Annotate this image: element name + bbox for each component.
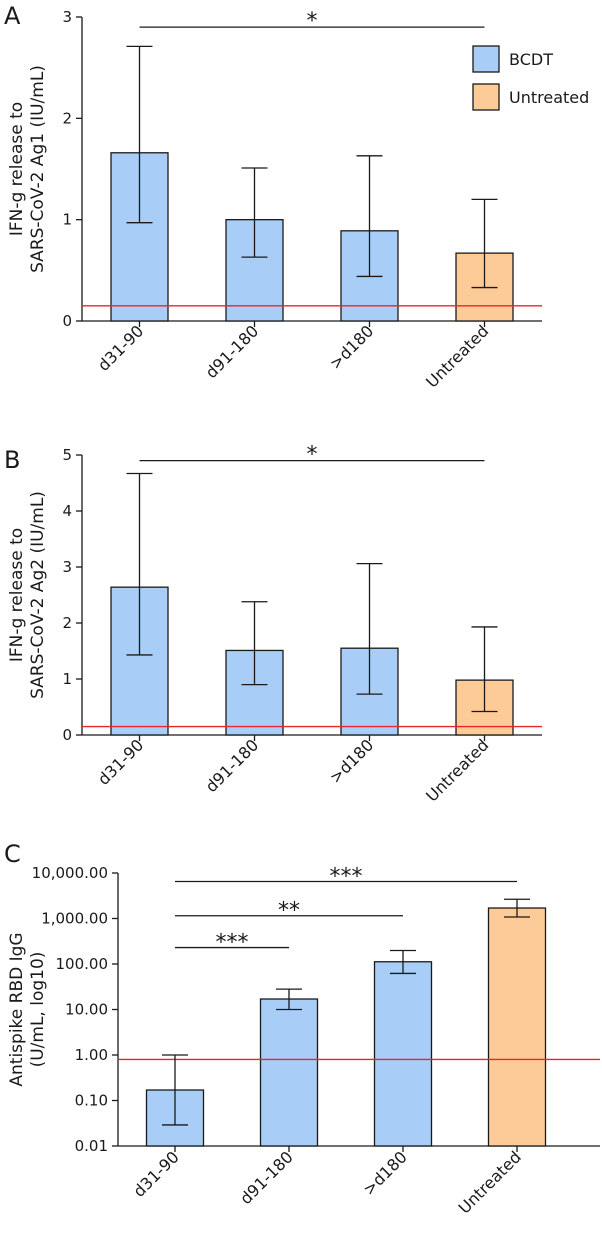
legend-swatch-bcdt: [472, 45, 500, 73]
panel-letter-a: A: [4, 2, 21, 30]
y-tick-label: 3: [62, 558, 72, 576]
y-tick-label: 100.00: [56, 955, 109, 973]
y-tick-label: 0: [62, 726, 72, 744]
y-tick-label: 0: [62, 312, 72, 330]
panel-c-chart: 0.01 0.10 1.00 10.00 100.00 1,000.00 10,000.00…: [7, 864, 600, 1218]
category-label: >d180: [359, 1147, 411, 1199]
y-tick-label: 1: [62, 670, 72, 688]
y-axis-label: Antispike RBD IgG(U/mL, log10): [7, 932, 48, 1086]
category-label: Untreated: [455, 1147, 525, 1217]
panel-a-chart: 0 1 2 3 IFN-g release toSARS-CoV-2 Ag1 (IU/m…: [7, 8, 589, 392]
significance-label: *: [307, 443, 318, 468]
y-axis-label-line: (U/mL, log10): [28, 952, 48, 1068]
legend-swatch-untreated: [472, 83, 500, 111]
category-label: >d180: [326, 735, 378, 787]
y-axis-label: IFN-g release toSARS-CoV-2 Ag2 (IU/mL): [7, 491, 48, 699]
panel-letter-b: B: [4, 446, 20, 474]
bar-untreated: [487, 907, 547, 1147]
y-tick-label: 10.00: [65, 1001, 108, 1019]
y-tick-label: 10,000.00: [32, 864, 108, 882]
y-tick-label: 1,000.00: [41, 910, 108, 928]
category-label: d91-180: [236, 1147, 297, 1208]
category-label: Untreated: [422, 735, 492, 805]
y-axis-label-line: IFN-g release to: [7, 528, 27, 662]
category-label: Untreated: [422, 321, 492, 391]
y-tick-label: 0.01: [75, 1137, 108, 1155]
y-tick-label: 2: [62, 614, 72, 632]
y-tick-label: 5: [62, 446, 72, 464]
y-axis-label-line: IFN-g release to: [7, 102, 27, 236]
y-tick-label: 4: [62, 502, 72, 520]
significance-label: *: [307, 9, 318, 34]
category-label: >d180: [326, 321, 378, 373]
legend-label-bcdt: BCDT: [509, 50, 553, 69]
category-label: d31-90: [94, 735, 147, 788]
bar--d180: [373, 961, 433, 1147]
y-tick-label: 2: [62, 109, 72, 127]
significance-label: ***: [330, 865, 363, 890]
y-axis-label-line: SARS-CoV-2 Ag2 (IU/mL): [28, 491, 48, 699]
y-tick-label: 3: [62, 8, 72, 26]
significance-label: ***: [216, 931, 249, 956]
category-label: d91-180: [202, 735, 263, 796]
y-axis-label-line: Antispike RBD IgG: [7, 932, 27, 1086]
panel-b-chart: 0 1 2 3 4 5 IFN-g release toSARS-CoV-2 Ag2 (IU…: [7, 443, 542, 806]
y-tick-label: 1.00: [75, 1046, 108, 1064]
y-axis-label: IFN-g release toSARS-CoV-2 Ag1 (IU/mL): [7, 65, 48, 273]
panel-letter-c: C: [4, 840, 21, 868]
bar-d91-180: [259, 998, 319, 1147]
y-tick-label: 0.10: [75, 1092, 108, 1110]
category-label: d31-90: [94, 321, 147, 374]
y-tick-label: 1: [62, 211, 72, 229]
category-label: d91-180: [202, 321, 263, 382]
category-label: d31-90: [129, 1147, 182, 1200]
significance-label: **: [278, 899, 300, 924]
y-axis-label-line: SARS-CoV-2 Ag1 (IU/mL): [28, 65, 48, 273]
legend-label-untreated: Untreated: [509, 88, 589, 107]
